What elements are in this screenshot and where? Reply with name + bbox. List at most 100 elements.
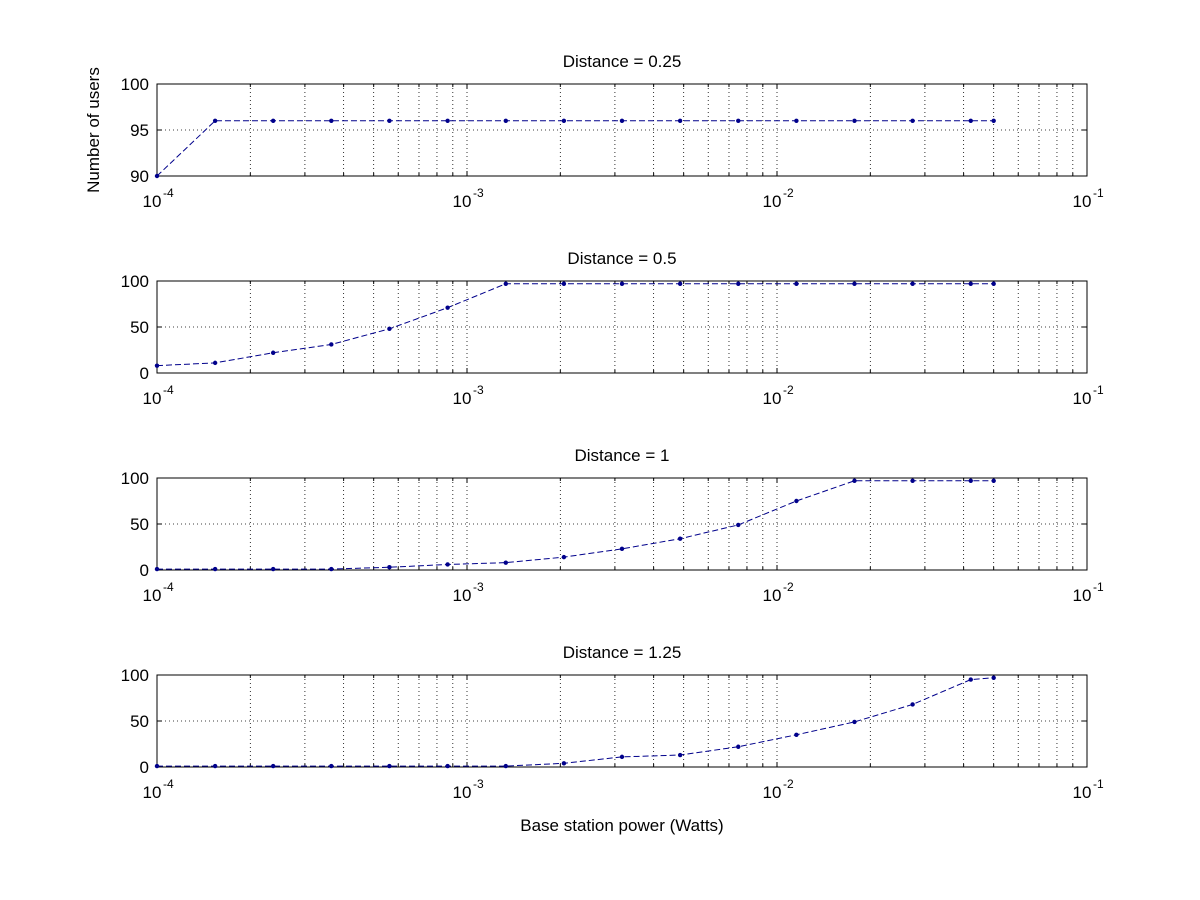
x-tick-label: 10 — [143, 389, 162, 408]
x-tick-label: 10 — [1073, 586, 1092, 605]
data-point — [329, 763, 334, 769]
data-point — [561, 761, 567, 766]
data-point — [212, 566, 218, 572]
data-point — [794, 118, 799, 124]
x-tick-label: 10 — [143, 783, 162, 802]
x-tick-exponent: -1 — [1093, 383, 1104, 397]
data-point — [910, 118, 915, 124]
y-tick-label: 0 — [140, 364, 149, 383]
data-point — [445, 763, 450, 769]
data-point — [154, 566, 160, 572]
axes-frame — [156, 280, 1088, 374]
y-tick-label: 50 — [130, 712, 149, 731]
x-tick-exponent: -2 — [783, 383, 794, 397]
data-point — [329, 566, 334, 572]
data-point — [212, 360, 218, 366]
x-tick-exponent: -3 — [473, 383, 484, 397]
y-tick-label: 0 — [140, 561, 149, 580]
data-point — [794, 732, 799, 737]
x-tick-label: 10 — [1073, 783, 1092, 802]
data-point — [387, 565, 392, 570]
data-point — [561, 118, 567, 124]
data-point — [677, 536, 683, 541]
data-point — [736, 281, 741, 286]
x-tick-exponent: -2 — [783, 777, 794, 791]
x-tick-label: 10 — [453, 783, 472, 802]
x-tick-label: 10 — [763, 783, 782, 802]
data-point — [561, 281, 567, 286]
chart-title: Distance = 1 — [575, 446, 670, 465]
data-point — [503, 560, 508, 565]
data-point — [910, 478, 915, 483]
data-point — [561, 554, 567, 560]
data-point — [677, 752, 683, 758]
series-line — [157, 677, 994, 767]
data-point — [387, 118, 392, 124]
series-line — [156, 283, 994, 367]
x-tick-exponent: -2 — [783, 186, 794, 200]
data-point — [503, 118, 508, 124]
data-point — [212, 118, 218, 124]
data-point — [736, 118, 741, 124]
data-point — [270, 566, 276, 572]
y-tick-label: 95 — [130, 121, 149, 140]
data-point — [154, 763, 160, 769]
x-tick-exponent: -1 — [1093, 186, 1104, 200]
x-tick-label: 10 — [763, 192, 782, 211]
data-point — [387, 763, 392, 769]
data-point — [852, 478, 857, 483]
y-tick-label: 100 — [121, 272, 149, 291]
x-tick-exponent: -3 — [473, 580, 484, 594]
y-tick-label: 90 — [130, 167, 149, 186]
y-tick-label: 50 — [130, 515, 149, 534]
data-point — [270, 350, 276, 355]
y-axis-label: Number of users — [84, 67, 103, 193]
axes-frame — [156, 83, 1088, 177]
data-point — [329, 118, 334, 124]
x-tick-label: 10 — [453, 192, 472, 211]
data-point — [677, 118, 683, 124]
data-point — [445, 305, 450, 310]
x-tick-exponent: -4 — [163, 186, 174, 200]
x-tick-exponent: -3 — [473, 777, 484, 791]
data-point — [794, 281, 799, 286]
data-point — [154, 363, 160, 368]
data-point — [212, 763, 218, 769]
x-tick-label: 10 — [453, 586, 472, 605]
y-tick-label: 100 — [121, 75, 149, 94]
x-tick-label: 10 — [453, 389, 472, 408]
data-point — [852, 719, 857, 725]
data-point — [968, 281, 973, 286]
data-point — [503, 763, 508, 769]
data-point — [503, 281, 508, 286]
data-point — [991, 118, 996, 124]
x-tick-label: 10 — [143, 586, 162, 605]
data-point — [619, 281, 625, 286]
data-point — [736, 522, 741, 528]
x-tick-exponent: -4 — [163, 580, 174, 594]
y-tick-label: 0 — [140, 758, 149, 777]
data-point — [619, 754, 625, 760]
x-tick-label: 10 — [143, 192, 162, 211]
data-point — [329, 342, 334, 347]
data-point — [968, 677, 973, 682]
y-tick-label: 50 — [130, 318, 149, 337]
axes-frame — [156, 674, 1088, 768]
chart-title: Distance = 0.5 — [567, 249, 676, 268]
data-point — [619, 546, 625, 552]
x-tick-exponent: -4 — [163, 383, 174, 397]
data-point — [445, 562, 450, 567]
data-point — [991, 281, 996, 286]
data-point — [270, 118, 276, 124]
chart-title: Distance = 0.25 — [563, 52, 682, 71]
axes-frame — [156, 477, 1088, 571]
data-point — [154, 173, 160, 179]
x-axis-label: Base station power (Watts) — [520, 816, 723, 835]
series-line — [156, 120, 994, 177]
data-point — [794, 498, 799, 504]
